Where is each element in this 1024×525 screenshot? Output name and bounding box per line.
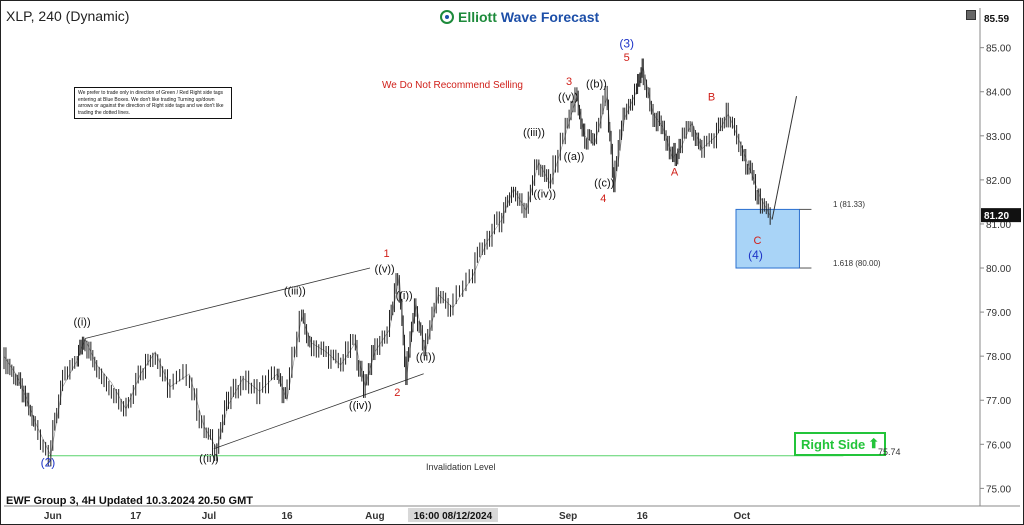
y-tick-label: 75.00 <box>986 484 1011 495</box>
channel-upper-line <box>84 267 371 339</box>
x-tick-label: Aug <box>365 511 384 522</box>
x-tick-label: 16 <box>281 511 293 522</box>
y-tick-label: 78.00 <box>986 352 1011 363</box>
wave-label: (3) <box>619 37 634 51</box>
wave-label: B <box>708 92 715 104</box>
disclaimer-box: We prefer to trade only in direction of … <box>74 87 232 119</box>
wave-label: (2) <box>41 455 56 469</box>
wave-label: ((v)) <box>558 92 578 104</box>
x-tick-label: 16 <box>637 511 649 522</box>
wave-label: 4 <box>600 193 606 205</box>
current-price-bg <box>981 208 1021 223</box>
wave-label: C <box>753 235 761 247</box>
wave-logo-icon <box>440 10 454 24</box>
brand-prefix: Elliott <box>458 9 497 25</box>
wave-label: A <box>671 166 679 178</box>
wave-label: ((i)) <box>74 316 91 328</box>
x-tick-label: Jul <box>202 511 217 522</box>
top-price-label: 85.59 <box>984 14 1009 25</box>
price-line <box>3 67 773 457</box>
y-tick-label: 81.00 <box>986 220 1011 231</box>
brand-logo: Elliott Wave Forecast <box>440 9 599 25</box>
blue-box-zone <box>735 208 800 269</box>
arrow-up-icon: ⬆ <box>868 436 880 451</box>
channel-lower-line <box>213 373 424 450</box>
wave-label: ((ii)) <box>416 352 436 364</box>
wave-label: ((ii)) <box>199 453 219 465</box>
y-tick-label: 84.00 <box>986 88 1011 99</box>
wave-label: ((v)) <box>375 263 395 275</box>
right-side-label: Right Side <box>801 436 866 452</box>
fib-level-1618: 1.618 (80.00) <box>833 259 881 268</box>
crosshair-date-label: 16:00 08/12/2024 <box>414 511 493 522</box>
wave-label: ((c)) <box>594 177 614 189</box>
invalidation-label: Invalidation Level <box>426 462 496 472</box>
x-tick-label: Jun <box>44 511 62 522</box>
x-tick-label: Sep <box>559 511 577 522</box>
y-tick-label: 80.00 <box>986 264 1011 275</box>
settings-icon[interactable] <box>966 10 976 20</box>
crosshair-date-bg <box>407 508 498 522</box>
wave-label: ((b)) <box>586 78 607 90</box>
wave-label: ((iii)) <box>284 285 306 297</box>
wave-label: ((iv)) <box>349 400 372 412</box>
update-footer: EWF Group 3, 4H Updated 10.3.2024 20.50 … <box>6 495 253 507</box>
right-side-tag: Right Side ⬆ <box>794 432 887 456</box>
wave-label: 3 <box>566 76 572 88</box>
invalidation-price: 75.74 <box>878 447 901 457</box>
y-tick-label: 82.00 <box>986 176 1011 187</box>
wave-label: 5 <box>624 52 630 64</box>
y-tick-label: 79.00 <box>986 308 1011 319</box>
projection-line <box>771 96 798 220</box>
x-tick-label: Oct <box>734 511 751 522</box>
y-tick-label: 77.00 <box>986 396 1011 407</box>
wave-label: ((a)) <box>564 151 585 163</box>
current-price-label: 81.20 <box>984 211 1009 222</box>
y-tick-label: 76.00 <box>986 440 1011 451</box>
wave-label: ((i)) <box>396 290 413 302</box>
y-tick-label: 83.00 <box>986 132 1011 143</box>
chart-title: XLP, 240 (Dynamic) <box>6 8 130 24</box>
warning-label: We Do Not Recommend Selling <box>382 80 523 91</box>
fib-level-1: 1 (81.33) <box>833 200 866 209</box>
wave-label: 2 <box>394 387 400 399</box>
y-tick-label: 85.00 <box>986 44 1011 55</box>
wave-label: 1 <box>384 248 390 260</box>
wave-label: (4) <box>748 248 763 262</box>
wave-label: ((iv)) <box>533 189 556 201</box>
brand-name: Wave Forecast <box>500 9 600 25</box>
x-tick-label: 17 <box>130 511 142 522</box>
wave-label: ((iii)) <box>523 127 545 139</box>
